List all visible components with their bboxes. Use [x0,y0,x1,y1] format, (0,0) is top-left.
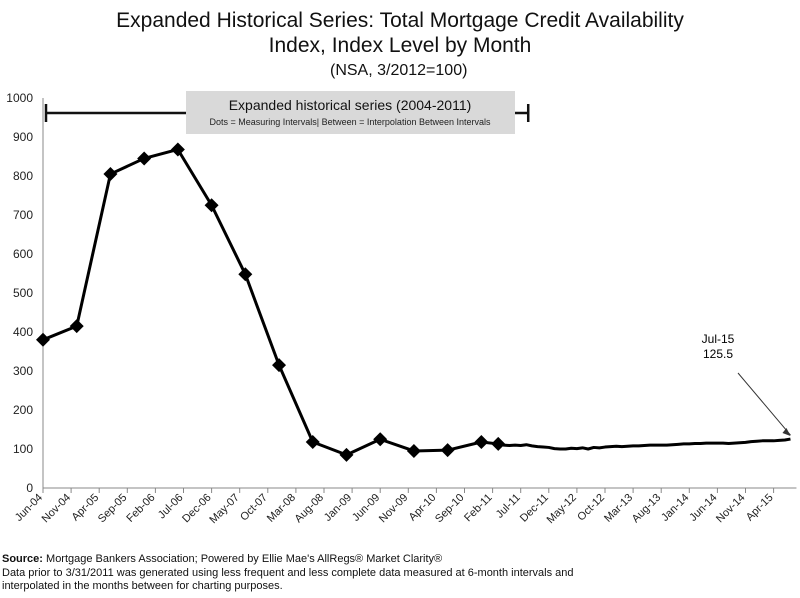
data-marker [272,358,287,373]
legend-note: Dots = Measuring Intervals| Between = In… [210,117,491,127]
source-label: Source: [2,553,43,565]
y-tick-label: 800 [13,169,33,183]
source-line: Source: Mortgage Bankers Association; Po… [2,553,442,566]
x-tick-label: Jun-09 [350,492,382,524]
y-tick-label: 900 [13,130,33,144]
x-tick-label: Oct-12 [575,492,607,524]
chart-title-line1: Expanded Historical Series: Total Mortga… [116,9,684,32]
x-tick-label: Apr-15 [744,492,776,524]
y-tick-label: 100 [13,442,33,456]
annotation-arrowhead [782,428,791,437]
y-tick-label: 700 [13,208,33,222]
y-tick-label: 500 [13,286,33,300]
legend-title: Expanded historical series (2004-2011) [229,97,472,113]
y-tick-label: 1000 [6,91,33,105]
source-text: Mortgage Bankers Association; Powered by… [42,553,443,565]
x-tick-label: Mar-13 [602,492,635,525]
x-tick-label: Jun-14 [687,492,719,524]
x-tick-label: May-12 [545,492,579,526]
footnote-line1: Data prior to 3/31/2011 was generated us… [2,567,574,579]
data-marker [440,443,455,458]
x-tick-label: Mar-08 [265,492,298,525]
y-tick-label: 600 [13,247,33,261]
x-tick-label: Nov-14 [714,492,748,526]
y-tick-label: 200 [13,403,33,417]
data-marker [373,432,388,447]
x-tick-label: Jan-09 [322,492,354,524]
data-marker [170,142,185,157]
y-tick-label: 400 [13,325,33,339]
x-tick-label: Sep-05 [96,492,130,526]
y-tick-label: 0 [26,481,33,495]
data-marker [103,167,118,182]
data-marker [36,332,50,347]
series-line [42,147,791,457]
chart-title-line2: Index, Index Level by Month [268,34,532,57]
data-marker [69,319,84,334]
data-marker [305,434,320,449]
x-tick-label: Aug-13 [630,492,664,526]
x-tick-label: Jun-04 [13,492,45,524]
data-marker [238,267,253,282]
x-tick-label: Oct-07 [238,492,270,524]
y-tick-label: 300 [13,364,33,378]
data-marker [474,434,489,449]
x-tick-label: Jan-14 [659,492,691,524]
chart-subtitle: (NSA, 3/2012=100) [330,62,468,79]
annotation-value: 125.5 [703,347,733,361]
legend-box [186,91,515,134]
x-tick-label: Nov-04 [40,492,74,526]
x-tick-label: Sep-10 [433,492,467,526]
data-marker [339,447,354,462]
x-tick-label: Feb-06 [124,492,157,525]
data-marker [406,443,421,458]
data-marker [491,436,506,451]
data-marker [137,151,152,166]
x-tick-label: May-07 [207,492,241,526]
annotation-label: Jul-15 [702,332,735,346]
footnote-line2: interpolated in the months between for c… [2,580,283,592]
x-tick-label: Aug-08 [293,492,327,526]
data-marker [204,198,219,213]
x-tick-label: Nov-09 [377,492,411,526]
x-tick-label: Feb-11 [462,492,495,525]
annotation-arrow [737,372,791,436]
